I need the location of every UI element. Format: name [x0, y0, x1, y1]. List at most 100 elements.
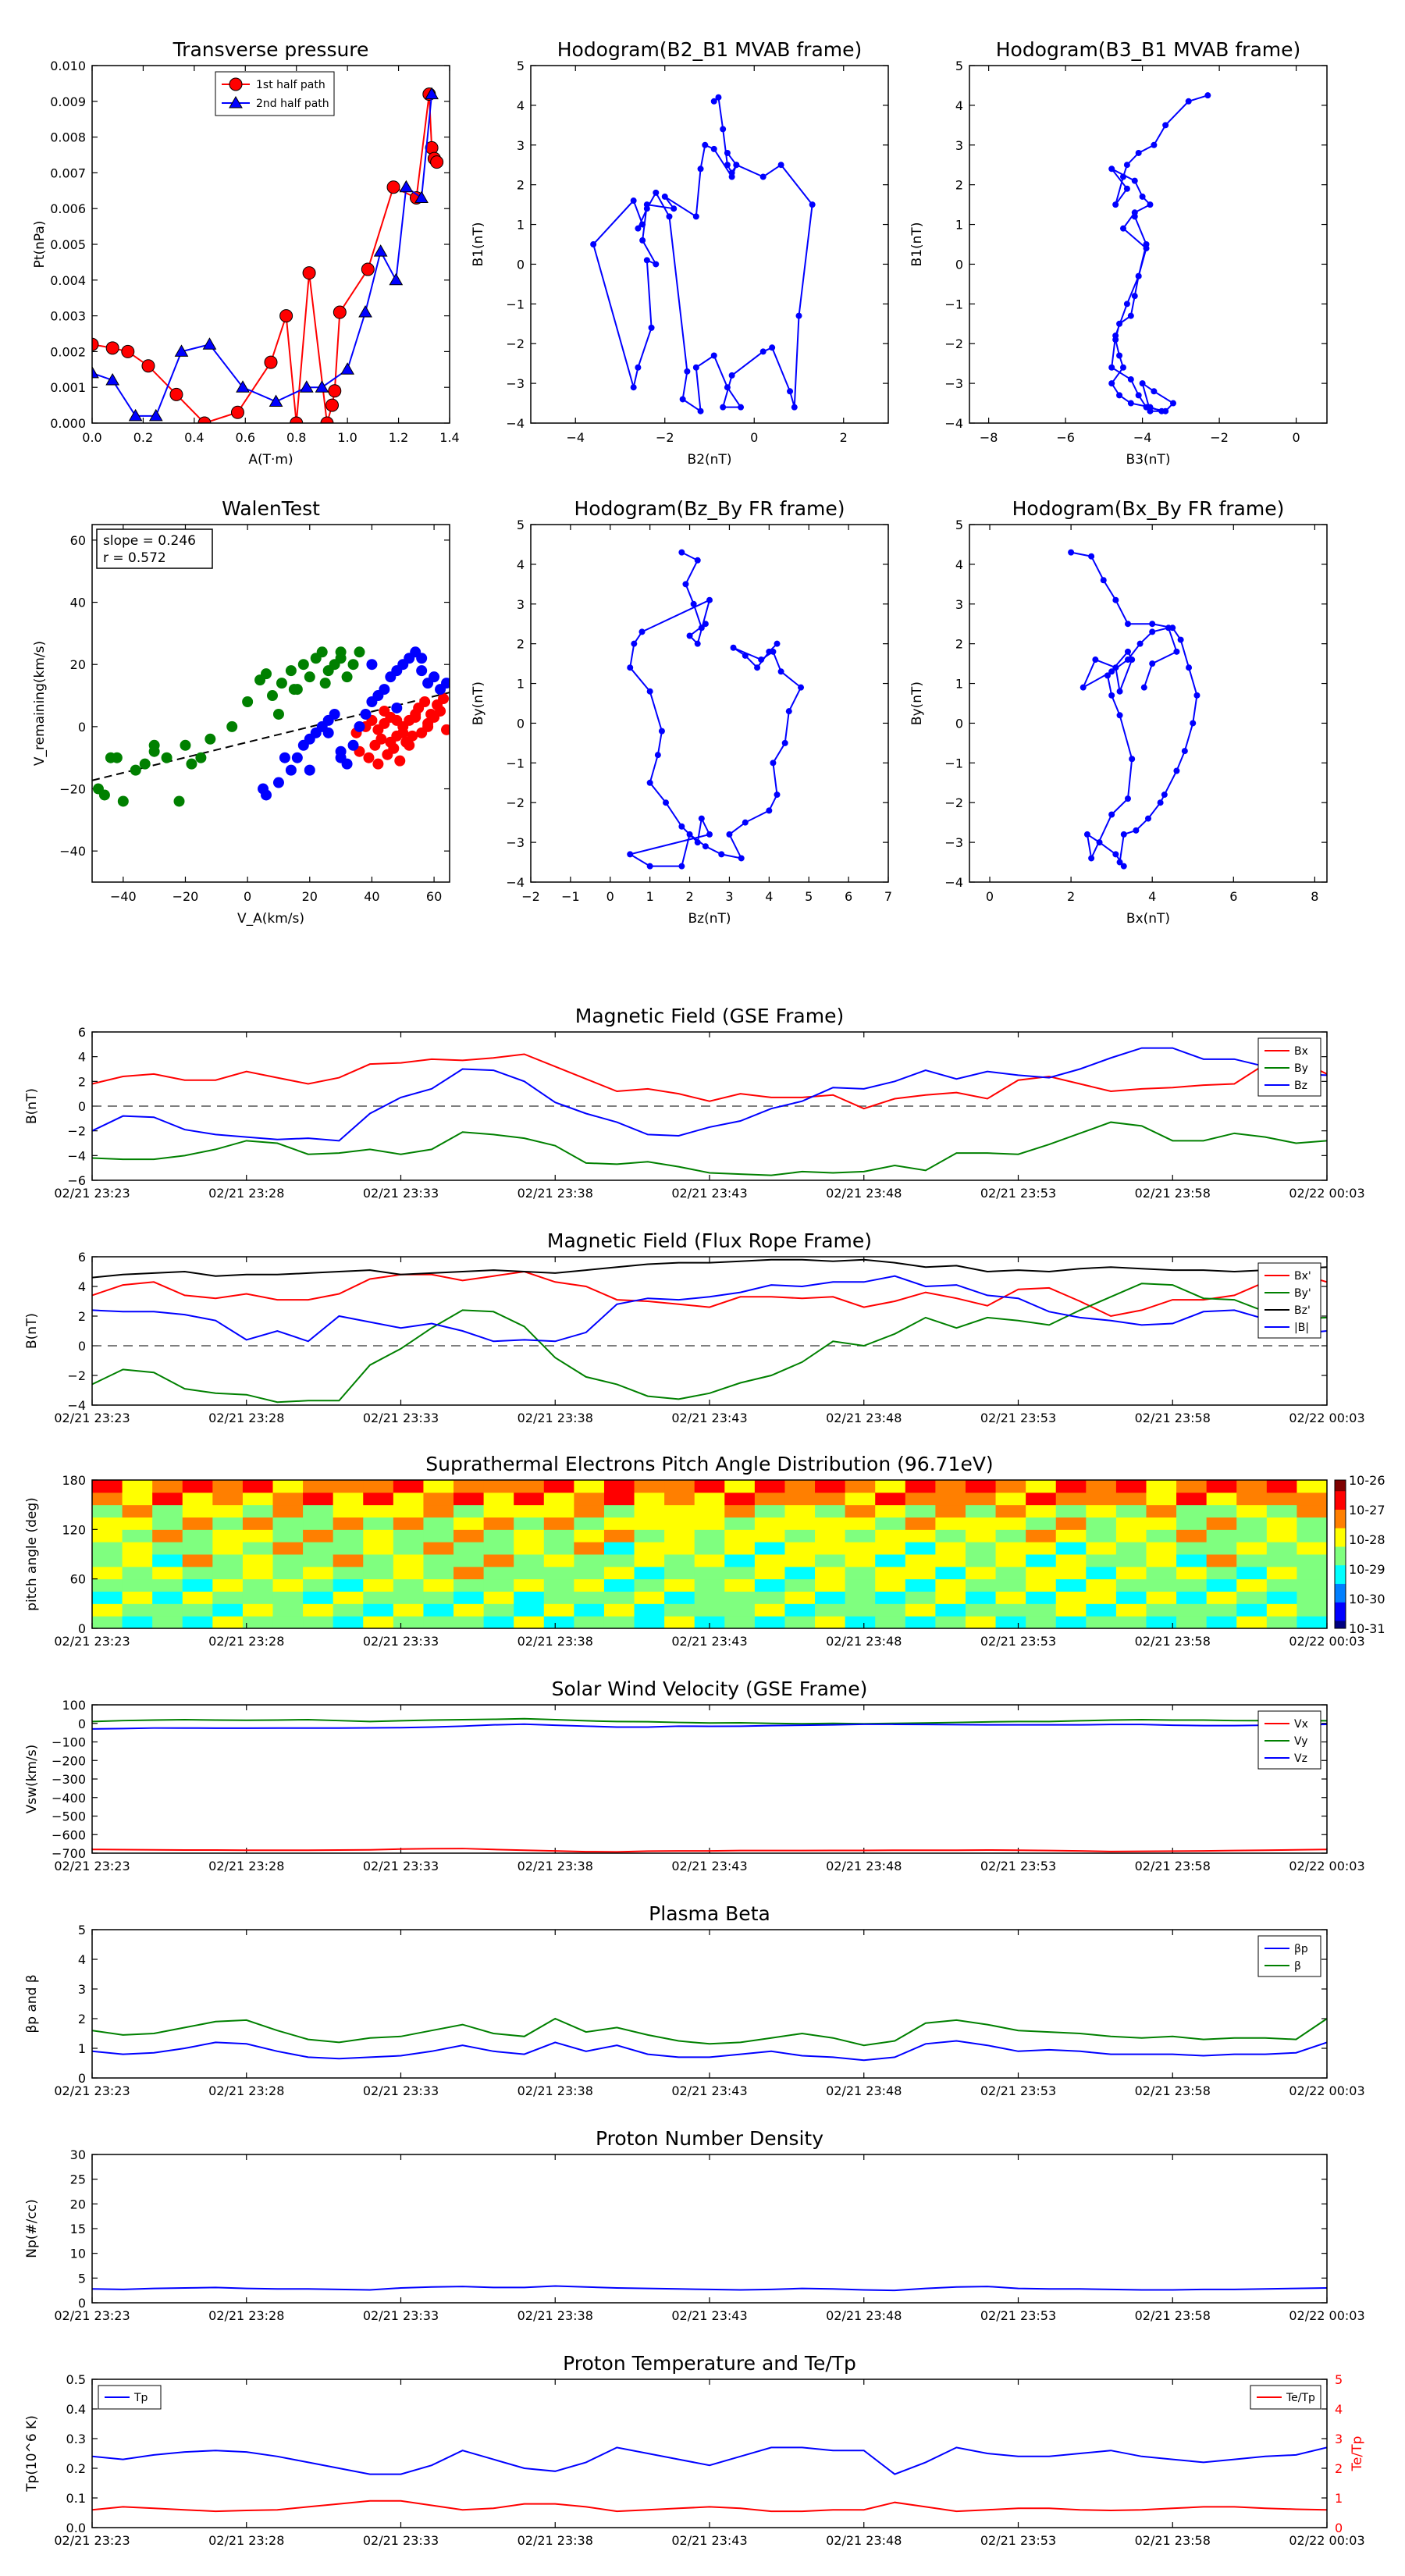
heatmap-cell	[1115, 1578, 1147, 1592]
colorbar-step	[1335, 1602, 1346, 1606]
heatmap-cell	[1026, 1603, 1057, 1617]
y-tick-label: 1	[78, 2041, 86, 2056]
y-axis-label: Pt(nPa)	[32, 221, 48, 269]
data-point	[322, 727, 334, 738]
heatmap-cell	[92, 1529, 123, 1542]
heatmap-cell	[152, 1566, 183, 1580]
data-point	[1185, 98, 1192, 105]
data-point	[1120, 863, 1127, 870]
data-point	[1088, 553, 1095, 560]
heatmap-cell	[603, 1591, 635, 1604]
data-point	[702, 621, 709, 628]
heatmap-cell	[634, 1591, 665, 1604]
heatmap-cell	[1086, 1492, 1117, 1506]
data-point	[702, 843, 709, 850]
heatmap-cell	[634, 1616, 665, 1629]
legend-label: Te/Tp	[1286, 2392, 1315, 2404]
heatmap-cell	[754, 1578, 785, 1592]
x-tick-label: −4	[566, 430, 585, 445]
heatmap-cell	[995, 1542, 1026, 1555]
data-point	[759, 348, 767, 355]
data-point	[682, 581, 689, 588]
colorbar-step	[1335, 1587, 1346, 1592]
data-point	[1096, 839, 1103, 846]
heatmap-cell	[242, 1542, 274, 1555]
data-point	[639, 221, 646, 228]
heatmap-cell	[875, 1492, 906, 1506]
chart-title: Hodogram(Bx_By FR frame)	[1012, 497, 1285, 520]
heatmap-cell	[423, 1517, 454, 1530]
heatmap-cell	[875, 1517, 906, 1530]
data-point	[1136, 640, 1144, 647]
data-point	[1108, 692, 1115, 699]
data-point	[648, 324, 655, 331]
heatmap-cell	[1266, 1616, 1297, 1629]
heatmap-cell	[815, 1591, 846, 1604]
legend-label: Vx	[1294, 1718, 1308, 1731]
x-tick-label: 02/21 23:23	[54, 1859, 130, 1873]
x-tick-label: 02/21 23:43	[671, 2533, 747, 2548]
heatmap-cell	[1026, 1616, 1057, 1629]
data-point	[397, 727, 409, 738]
heatmap-cell	[1026, 1566, 1057, 1580]
heatmap-cell	[995, 1591, 1026, 1604]
heatmap-cell	[875, 1616, 906, 1629]
heatmap-cell	[272, 1566, 304, 1580]
heatmap-cell	[965, 1504, 997, 1517]
heatmap-cell	[514, 1616, 545, 1629]
heatmap-cell	[182, 1566, 213, 1580]
legend: Bx' By' Bz' |B|	[1257, 1262, 1321, 1339]
heatmap-cell	[182, 1542, 213, 1555]
colorbar-step	[1335, 1502, 1346, 1507]
x-tick-label: −2	[521, 889, 540, 904]
heatmap-cell	[122, 1591, 153, 1604]
heatmap-cell	[122, 1578, 153, 1592]
y-tick-label: −40	[59, 844, 86, 859]
data-point	[130, 764, 141, 776]
heatmap-cell	[754, 1542, 785, 1555]
data-point	[325, 398, 340, 412]
heatmap-cell	[724, 1517, 756, 1530]
data-point	[276, 678, 287, 689]
heatmap-cell	[152, 1616, 183, 1629]
y-tick-label: 3	[955, 597, 963, 612]
data-point	[285, 665, 297, 677]
data-point	[1124, 795, 1131, 802]
heatmap-cell	[272, 1529, 304, 1542]
heatmap-cell	[694, 1542, 725, 1555]
heatmap-cell	[543, 1554, 574, 1567]
data-point	[302, 266, 316, 280]
heatmap-cell	[724, 1603, 756, 1617]
data-point	[1120, 831, 1127, 838]
heatmap-cell	[333, 1504, 364, 1517]
y-tick-label: −500	[52, 1809, 86, 1824]
y-tick-label: 5	[78, 1923, 86, 1937]
data-point	[1157, 799, 1164, 806]
heatmap-cell	[363, 1480, 394, 1493]
heatmap-cell	[303, 1591, 334, 1604]
heatmap-cell	[1055, 1591, 1087, 1604]
heatmap-cell	[122, 1542, 153, 1555]
colorbar-frame	[1334, 1479, 1346, 1629]
y-tick-label: 25	[70, 2172, 86, 2187]
y-tick-label: 0	[955, 716, 963, 731]
heatmap-cell	[363, 1616, 394, 1629]
heatmap-cell	[333, 1529, 364, 1542]
legend-label: Vy	[1294, 1735, 1308, 1748]
heatmap-cell	[724, 1554, 756, 1567]
heatmap-cell	[845, 1554, 876, 1567]
y-tick-label: −3	[506, 835, 525, 850]
heatmap-cell	[965, 1492, 997, 1506]
data-point	[1135, 392, 1142, 399]
heatmap-cell	[333, 1554, 364, 1567]
data-point	[169, 387, 183, 401]
heatmap-cell	[664, 1529, 695, 1542]
x-tick-label: 02/21 23:53	[980, 1859, 1056, 1873]
heatmap-cell	[1266, 1603, 1297, 1617]
data-point	[128, 408, 143, 422]
data-point	[766, 807, 773, 814]
colorbar-step	[1335, 1610, 1346, 1614]
heatmap-cell	[423, 1542, 454, 1555]
heatmap-cell	[1176, 1566, 1208, 1580]
heatmap-cell	[272, 1616, 304, 1629]
